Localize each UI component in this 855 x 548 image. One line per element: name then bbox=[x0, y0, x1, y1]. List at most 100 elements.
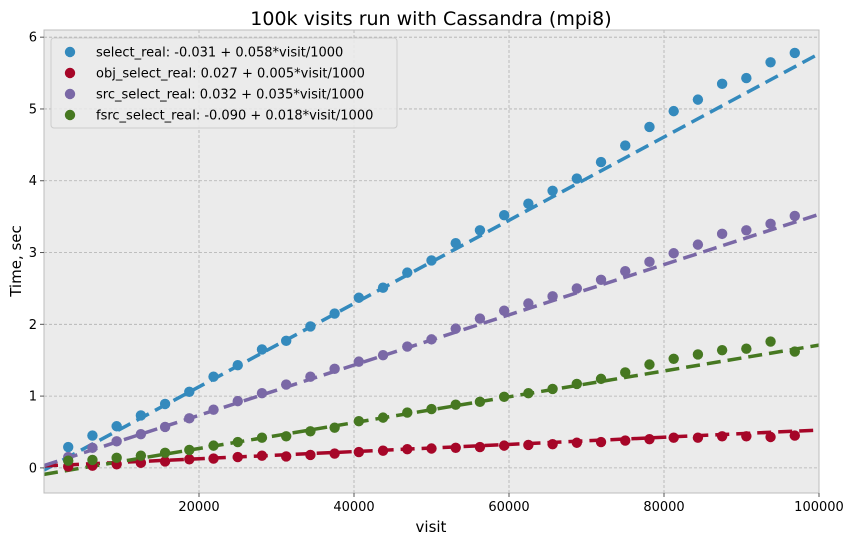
data-point bbox=[353, 292, 365, 303]
fit-line bbox=[43, 343, 820, 477]
data-point bbox=[595, 373, 607, 385]
x-tick-label: 20000 bbox=[178, 500, 219, 515]
data-point bbox=[353, 446, 365, 458]
data-point bbox=[159, 398, 171, 410]
data-point bbox=[692, 349, 704, 360]
data-point bbox=[256, 388, 268, 399]
data-point bbox=[474, 225, 486, 236]
data-point bbox=[716, 228, 728, 240]
data-point bbox=[232, 360, 243, 371]
data-point bbox=[329, 448, 340, 459]
data-point bbox=[523, 388, 534, 399]
legend-marker bbox=[64, 88, 76, 100]
data-point bbox=[595, 436, 607, 448]
data-point bbox=[547, 383, 558, 395]
data-point bbox=[765, 218, 776, 230]
legend-label: select_real: -0.031 + 0.058*visit/1000 bbox=[96, 46, 343, 61]
data-point bbox=[498, 210, 510, 221]
data-point bbox=[741, 343, 752, 354]
data-point bbox=[474, 441, 486, 453]
data-point bbox=[402, 407, 413, 418]
x-axis-label: visit bbox=[416, 518, 447, 536]
y-tick-label: 3 bbox=[29, 246, 37, 261]
data-point bbox=[716, 78, 728, 90]
x-tick-label: 60000 bbox=[488, 500, 529, 515]
data-point bbox=[450, 399, 461, 410]
data-point bbox=[692, 94, 704, 105]
data-point bbox=[523, 198, 534, 209]
data-point bbox=[595, 274, 607, 286]
data-point bbox=[329, 422, 340, 433]
data-point bbox=[232, 451, 243, 463]
data-point bbox=[716, 431, 728, 442]
data-point bbox=[547, 291, 558, 302]
data-point bbox=[87, 442, 98, 453]
data-point bbox=[208, 453, 219, 464]
data-point bbox=[232, 436, 243, 448]
data-point bbox=[692, 432, 704, 443]
data-point bbox=[741, 225, 752, 236]
data-point bbox=[208, 371, 219, 382]
data-points bbox=[63, 47, 800, 472]
data-point bbox=[184, 386, 195, 397]
y-tick-label: 2 bbox=[29, 318, 37, 333]
data-point bbox=[571, 173, 583, 184]
data-point bbox=[377, 282, 389, 293]
data-point bbox=[329, 308, 340, 319]
data-point bbox=[87, 430, 98, 441]
data-point bbox=[280, 451, 292, 462]
data-point bbox=[426, 255, 437, 266]
y-tick-label: 6 bbox=[29, 31, 37, 46]
data-point bbox=[668, 353, 679, 364]
data-point bbox=[620, 435, 631, 446]
data-point bbox=[305, 321, 316, 332]
data-point bbox=[184, 413, 195, 424]
data-point bbox=[426, 403, 437, 415]
legend-box bbox=[50, 37, 398, 129]
legend-label: src_select_real: 0.032 + 0.035*visit/100… bbox=[96, 88, 364, 103]
data-point bbox=[498, 305, 510, 316]
data-point bbox=[377, 412, 389, 423]
legend-marker bbox=[64, 46, 76, 58]
data-point bbox=[620, 265, 631, 277]
data-point bbox=[474, 396, 486, 408]
data-point bbox=[523, 439, 534, 451]
data-point bbox=[571, 283, 583, 294]
data-point bbox=[692, 239, 704, 250]
data-point bbox=[450, 442, 461, 453]
data-point bbox=[668, 105, 679, 117]
chart-title: 100k visits run with Cassandra (mpi8) bbox=[250, 8, 611, 30]
data-point bbox=[644, 359, 655, 370]
data-point bbox=[280, 431, 292, 442]
data-point bbox=[668, 248, 679, 259]
x-tick-label: 40000 bbox=[333, 500, 374, 515]
data-point bbox=[765, 431, 776, 443]
data-point bbox=[305, 426, 316, 437]
x-axis-ticks: 20000 40000 60000 80000 100000 bbox=[178, 493, 844, 515]
data-point bbox=[620, 367, 631, 378]
data-point bbox=[256, 450, 268, 461]
data-point bbox=[353, 416, 365, 427]
x-tick-label: 100000 bbox=[794, 500, 844, 515]
y-axis-ticks: 0 1 2 3 4 5 6 bbox=[29, 31, 44, 476]
data-point bbox=[402, 341, 413, 352]
data-point bbox=[571, 437, 583, 448]
y-tick-label: 4 bbox=[29, 174, 37, 189]
data-point bbox=[159, 447, 171, 459]
data-point bbox=[184, 444, 195, 456]
data-point bbox=[111, 436, 122, 447]
data-point bbox=[741, 431, 752, 442]
data-point bbox=[87, 454, 98, 466]
y-tick-label: 5 bbox=[29, 102, 37, 117]
data-point bbox=[63, 455, 74, 466]
data-point bbox=[765, 57, 776, 68]
data-point bbox=[426, 443, 437, 454]
grid bbox=[44, 30, 820, 493]
data-point bbox=[135, 457, 147, 469]
data-point bbox=[765, 336, 776, 347]
data-point bbox=[450, 323, 461, 334]
data-point bbox=[450, 237, 461, 249]
data-point bbox=[644, 433, 655, 445]
